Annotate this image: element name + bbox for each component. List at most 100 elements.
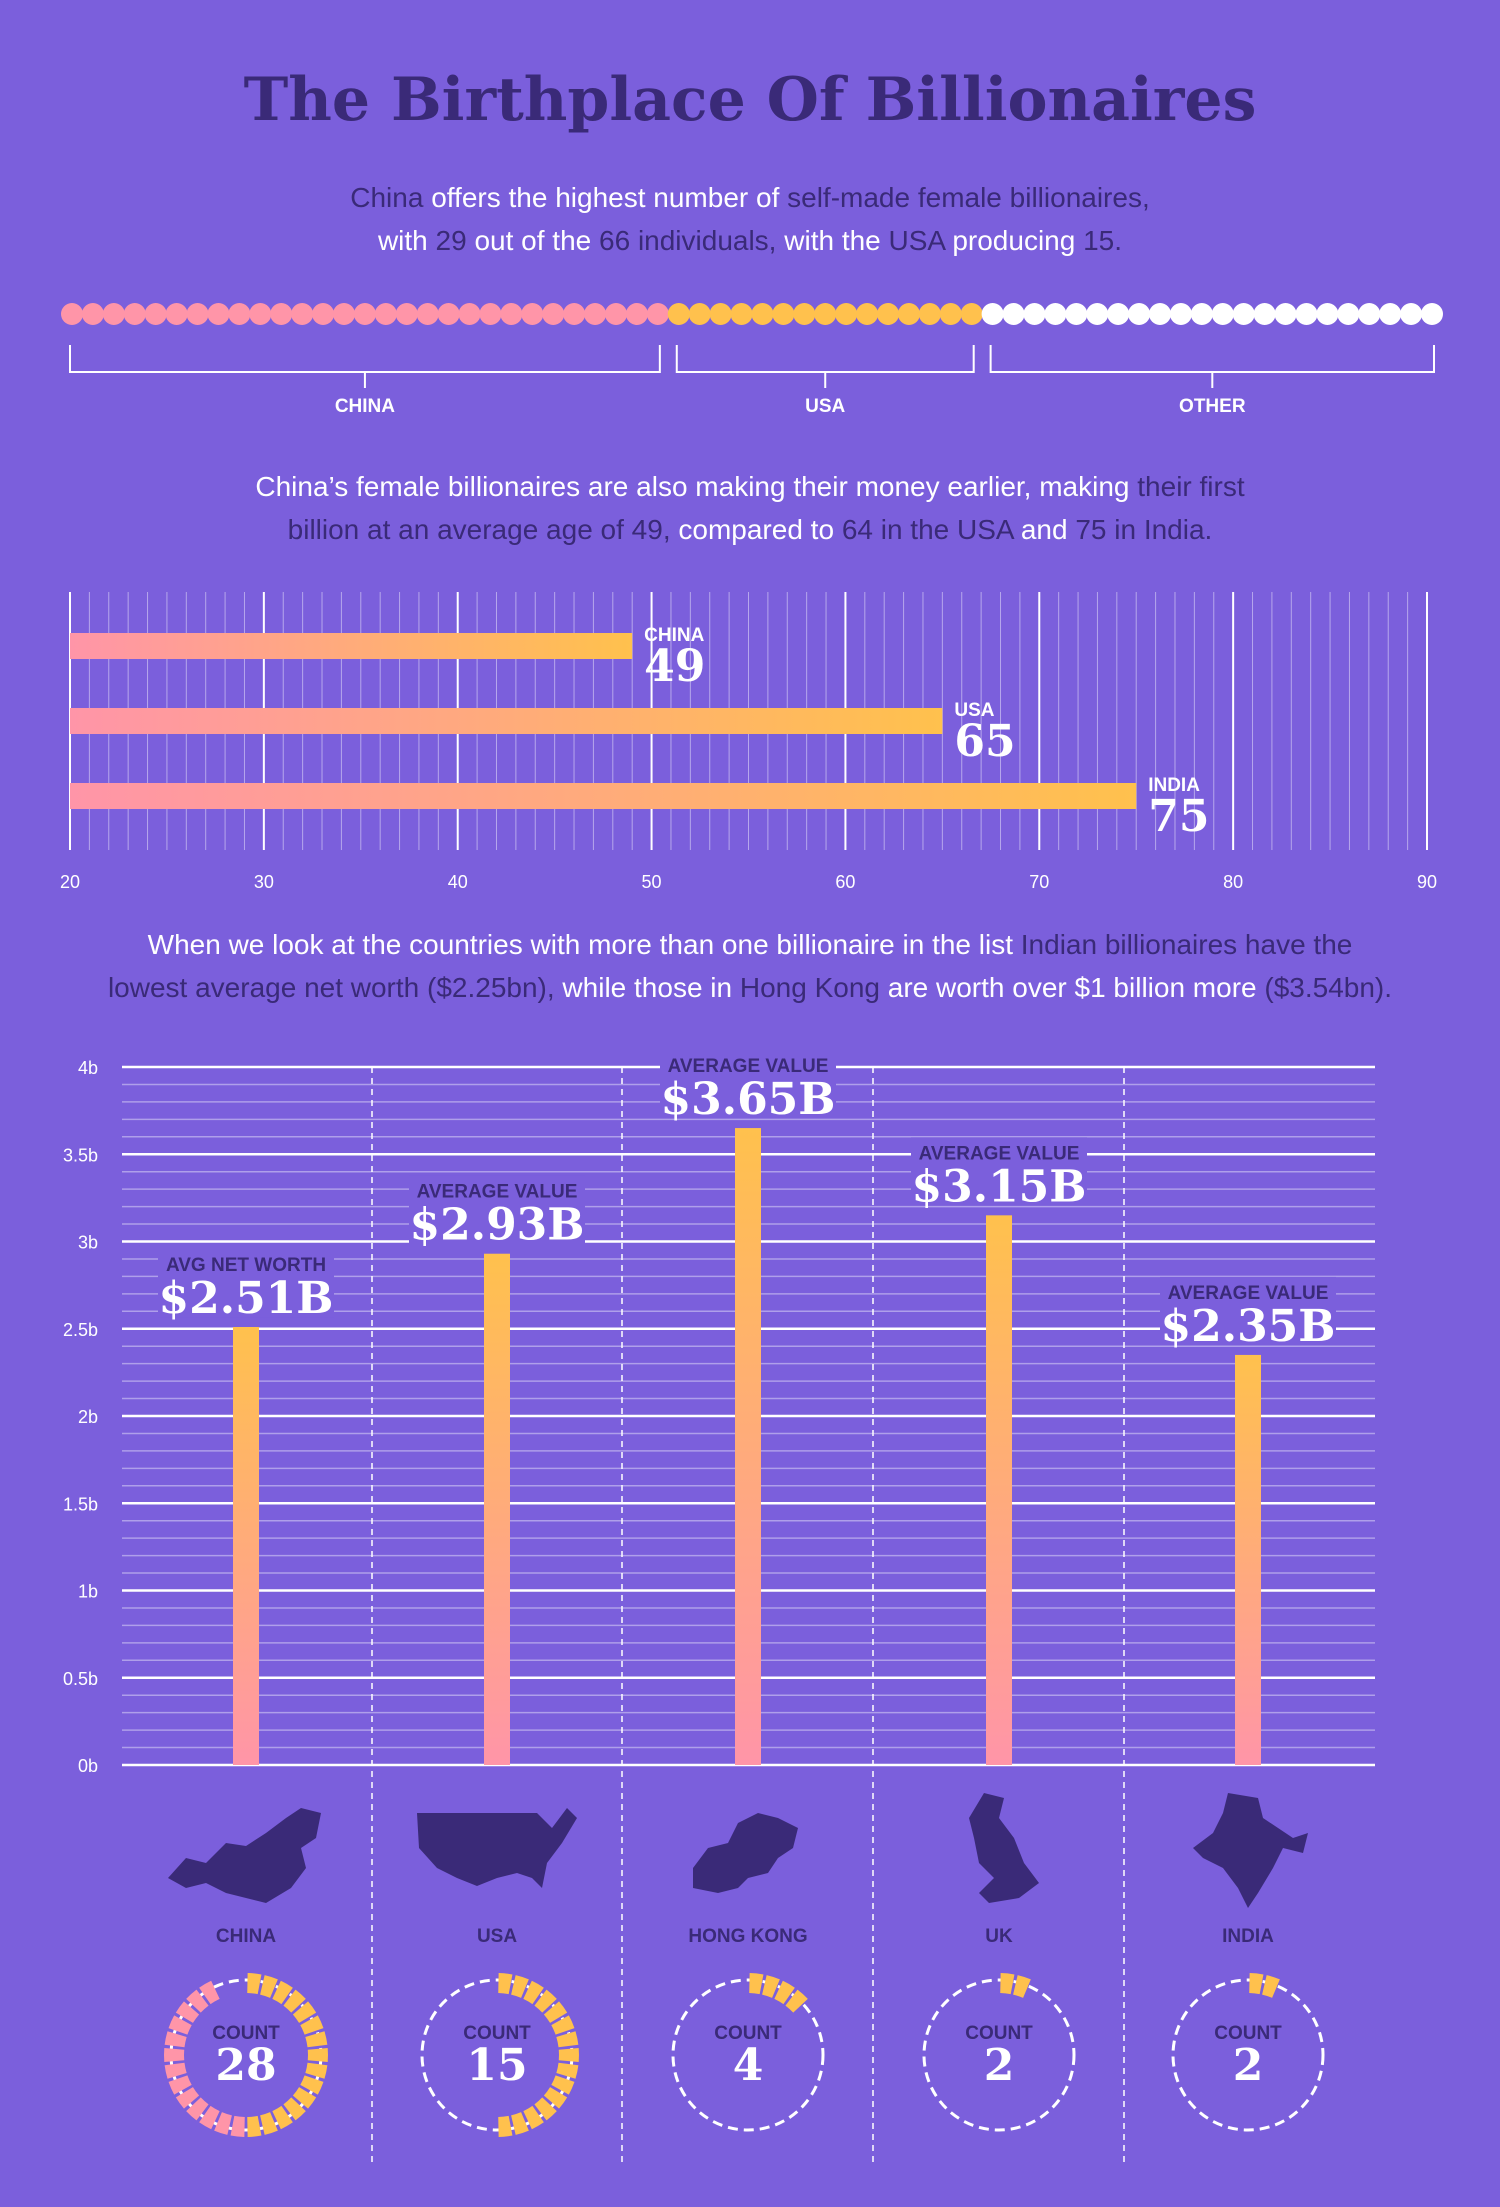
label-backdrop (660, 1050, 836, 1119)
bar-label: INDIA (1148, 775, 1200, 796)
count-segment (168, 2015, 192, 2035)
text-run: China’s female billionaires are also mak… (255, 471, 1137, 502)
waffle-dot (1253, 303, 1276, 325)
y-tick-label: 2b (78, 1407, 98, 1427)
count-segment (175, 2001, 200, 2023)
count-segment (551, 2015, 575, 2035)
value-label: $3.65B (661, 1074, 836, 1125)
waffle-dot (207, 303, 230, 325)
x-tick-label: 60 (835, 872, 855, 892)
x-tick-label: 20 (60, 872, 80, 892)
count-segment (283, 1989, 306, 2013)
count-ring (922, 1978, 1076, 2132)
count-segment (558, 2048, 579, 2062)
waffle-dot (1400, 303, 1423, 325)
waffle-dot (1232, 303, 1255, 325)
waffle-dot (228, 303, 251, 325)
count-segment (551, 2075, 575, 2095)
country-label: USA (477, 1926, 517, 1947)
map-india-icon (1193, 1793, 1308, 1908)
waffle-dot (81, 303, 104, 325)
count-segment (749, 1973, 764, 1995)
waffle-dot (605, 303, 627, 325)
waffle-dot (1169, 303, 1192, 325)
count-segment (534, 2097, 557, 2121)
waffle-dot (270, 303, 293, 325)
count-segment (556, 2031, 579, 2048)
age-bar (70, 783, 1137, 809)
text-run: 15. (1083, 225, 1122, 256)
count-segment (199, 2105, 220, 2130)
worth-bar (986, 1215, 1012, 1765)
value-caption: AVERAGE VALUE (1168, 1283, 1329, 1304)
waffle-dot (249, 303, 272, 325)
waffle-dot (835, 303, 858, 325)
map-uk-icon (969, 1793, 1039, 1903)
count-segment (230, 2115, 245, 2137)
text-run: When we look at the countries with more … (148, 929, 1021, 960)
paragraph-line: billion at an average age of 49, compare… (288, 514, 1213, 545)
count-segment (1262, 1975, 1280, 1998)
country-label: INDIA (1222, 1926, 1274, 1947)
text-run: producing (945, 225, 1084, 256)
count-segment (300, 2015, 324, 2035)
paragraph-line: China’s female billionaires are also mak… (255, 471, 1244, 502)
label-backdrop (158, 1249, 334, 1318)
text-run: offers the highest number of (423, 182, 787, 213)
group-label: CHINA (335, 396, 395, 417)
waffle-dot (1086, 303, 1109, 325)
age-bar (70, 633, 633, 659)
waffle-dot (353, 303, 376, 325)
x-tick-label: 70 (1029, 872, 1049, 892)
count-caption: COUNT (965, 2023, 1033, 2044)
waffle-dot (625, 303, 648, 325)
waffle-dot (165, 303, 188, 325)
waffle-dot (144, 303, 167, 325)
waffle-dot (646, 303, 669, 325)
text-run: are worth over $1 billion more (880, 972, 1264, 1003)
value-label: $3.15B (912, 1161, 1087, 1212)
age-bar (70, 708, 943, 734)
text-run: billion at an average age of 49, (288, 514, 671, 545)
count-segment (260, 1975, 278, 1998)
waffle-dot (102, 303, 125, 325)
count-segment (214, 2112, 232, 2135)
waffle-dot (395, 303, 418, 325)
y-tick-label: 1.5b (63, 1494, 98, 1514)
waffle-dot (751, 303, 774, 325)
waffle-chart: CHINA USA OTHER (61, 303, 1443, 417)
group-label: USA (805, 396, 845, 417)
count-segment (164, 2031, 187, 2048)
value-label: $2.93B (410, 1200, 585, 1251)
waffle-dot (1421, 303, 1443, 325)
count-segment (307, 2048, 328, 2062)
count-segment (1249, 1973, 1264, 1995)
text-run: 66 individuals, (599, 225, 776, 256)
label-backdrop (409, 1175, 585, 1244)
bar-value: 49 (644, 641, 705, 692)
waffle-dot (1358, 303, 1381, 325)
count-segment (774, 1980, 795, 2005)
text-run: lowest average net worth ($2.25bn), (108, 972, 555, 1003)
count-segment (523, 2105, 544, 2130)
country-label: CHINA (216, 1926, 276, 1947)
waffle-dot (542, 303, 565, 325)
x-tick-label: 90 (1417, 872, 1437, 892)
text-run: China (350, 182, 424, 213)
worth-bar (484, 1253, 510, 1765)
count-ring (1171, 1978, 1325, 2132)
worth-bar (1235, 1354, 1261, 1765)
count-segment (247, 1973, 262, 1995)
count-segment (186, 2097, 209, 2121)
waffle-dot (897, 303, 920, 325)
waffle-dot (1337, 303, 1360, 325)
value-caption: AVERAGE VALUE (668, 1056, 829, 1077)
value-label: $2.35B (1161, 1301, 1336, 1352)
y-tick-label: 0b (78, 1756, 98, 1776)
count-segment (164, 2048, 185, 2062)
count-segment (543, 2001, 568, 2023)
count-segment (186, 1989, 209, 2013)
text-run: ($3.54bn). (1264, 972, 1392, 1003)
